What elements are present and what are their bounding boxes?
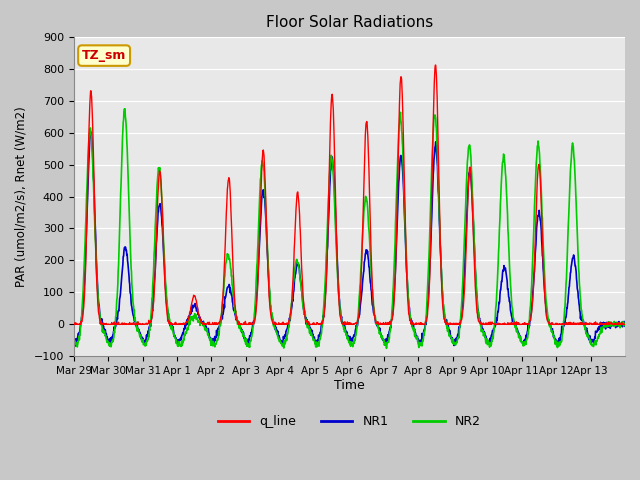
NR2: [156, 173, 164, 179]
Title: Floor Solar Radiations: Floor Solar Radiations: [266, 15, 433, 30]
NR2: [561, 306, 568, 312]
q_line: [561, 322, 568, 327]
Legend: q_line, NR1, NR2: q_line, NR1, NR2: [213, 410, 486, 433]
q_line: [614, 321, 622, 326]
NR1: [325, 205, 333, 211]
q_line: [156, 169, 164, 175]
q_line: [70, 322, 78, 327]
NR2: [480, 331, 488, 336]
q_line: [325, 193, 333, 199]
NR1: [71, 344, 79, 349]
q_line: [431, 62, 439, 68]
NR2: [335, 295, 343, 300]
NR2: [621, 321, 629, 326]
NR1: [480, 328, 488, 334]
q_line: [480, 322, 488, 327]
NR1: [614, 323, 622, 328]
NR2: [383, 346, 390, 351]
Line: NR1: NR1: [74, 132, 625, 347]
NR1: [87, 129, 95, 135]
NR2: [614, 323, 622, 329]
NR2: [325, 192, 333, 197]
q_line: [335, 300, 343, 306]
NR1: [70, 337, 77, 343]
X-axis label: Time: Time: [334, 379, 365, 392]
Y-axis label: PAR (umol/m2/s), Rnet (W/m2): PAR (umol/m2/s), Rnet (W/m2): [15, 106, 28, 287]
q_line: [621, 322, 629, 327]
Line: q_line: q_line: [74, 65, 625, 324]
NR1: [561, 319, 568, 324]
NR1: [157, 204, 164, 209]
Line: NR2: NR2: [74, 109, 625, 348]
Text: TZ_sm: TZ_sm: [82, 49, 126, 62]
NR1: [335, 297, 343, 302]
NR2: [70, 339, 77, 345]
q_line: [70, 321, 77, 327]
NR1: [621, 319, 629, 324]
NR2: [121, 106, 129, 112]
